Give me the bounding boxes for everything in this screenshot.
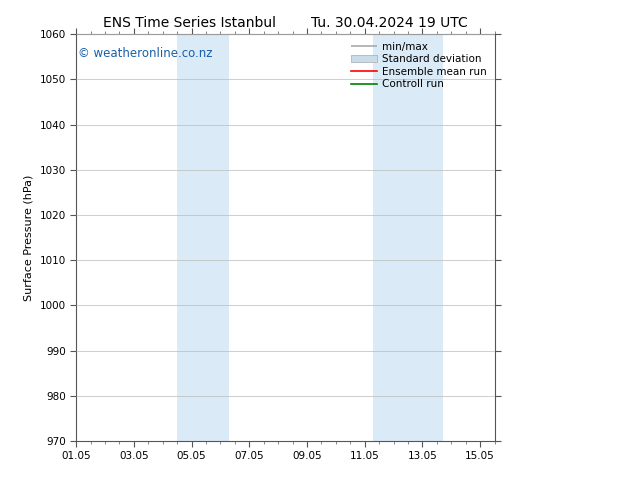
Text: © weatheronline.co.nz: © weatheronline.co.nz xyxy=(78,47,212,59)
Legend: min/max, Standard deviation, Ensemble mean run, Controll run: min/max, Standard deviation, Ensemble me… xyxy=(349,40,489,92)
Y-axis label: Surface Pressure (hPa): Surface Pressure (hPa) xyxy=(24,174,34,301)
Bar xyxy=(373,34,443,441)
Bar xyxy=(177,34,229,441)
Title: ENS Time Series Istanbul        Tu. 30.04.2024 19 UTC: ENS Time Series Istanbul Tu. 30.04.2024 … xyxy=(103,16,468,30)
